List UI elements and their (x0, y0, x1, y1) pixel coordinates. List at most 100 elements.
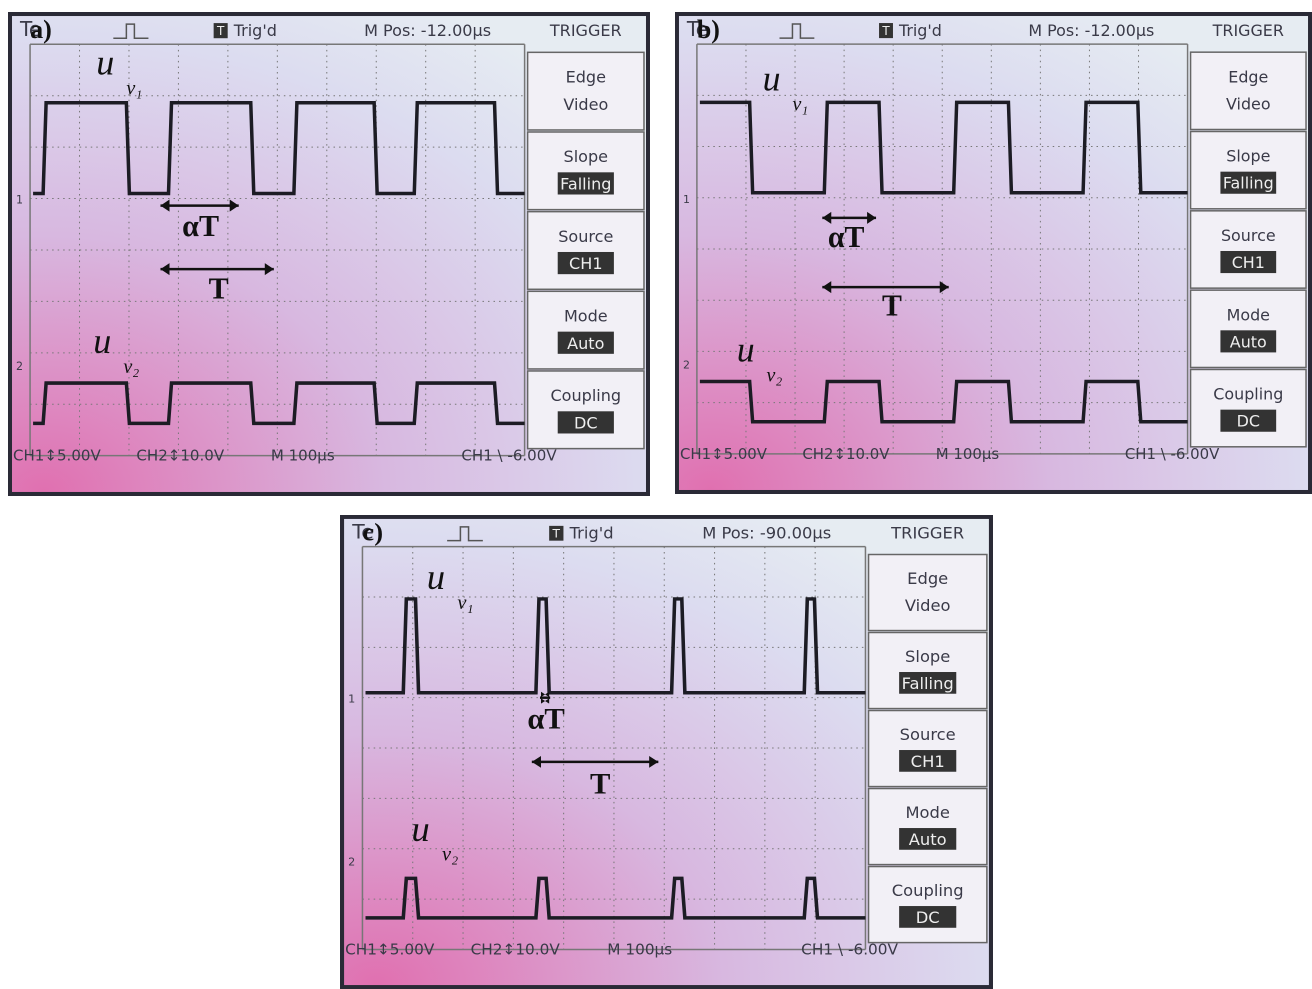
trigger-status: Trig'd (233, 21, 277, 40)
period-label: T (882, 289, 902, 322)
menu-value: Falling (560, 174, 611, 193)
footer-text: CH1 \ -6.00V (461, 447, 557, 465)
arrow-head (160, 199, 239, 212)
menu-box (1189, 289, 1307, 369)
duty-label: αT (527, 702, 564, 735)
menu-value: DC (1237, 412, 1260, 431)
menu-box (1189, 368, 1307, 448)
waveform-ch2 (699, 379, 1188, 424)
menu-value: CH1 (1232, 253, 1265, 272)
menu-label: Edge (566, 68, 606, 87)
oscilloscope-screen: Te T Trig'd M Pos: -12.00µs TRIGGER Edge Video… (675, 12, 1312, 494)
signal-symbol: u (93, 321, 111, 361)
menu-highlight (899, 672, 957, 694)
menu-box (526, 51, 645, 131)
signal-subscript: v₂ (123, 356, 139, 378)
menu-value: Auto (909, 830, 947, 849)
footer-text: CH2↕10.0V (471, 941, 561, 959)
footer-text: CH1 \ -6.00V (1125, 445, 1220, 463)
menu-label: Source (1221, 226, 1276, 245)
trigger-shape (447, 526, 483, 542)
footer-text: CH1 \ -6.00V (801, 941, 899, 959)
menu-highlight (1220, 409, 1277, 432)
brand: Te (351, 520, 374, 544)
menu-label: Slope (1226, 147, 1270, 166)
signal-symbol: u (763, 58, 781, 98)
menu-highlight (557, 331, 614, 354)
menu-label: Source (558, 227, 613, 246)
signal-subscript: v₁ (792, 93, 808, 115)
trig-icon-box (549, 525, 564, 541)
panel-label: c) (362, 518, 383, 547)
menu-title: TRIGGER (1212, 21, 1284, 40)
trigger-shape (779, 23, 815, 39)
menu-box (526, 131, 645, 211)
signal-symbol: u (427, 558, 445, 597)
trigger-shape (113, 23, 149, 39)
menu-box (867, 709, 988, 788)
menu-value: Video (563, 95, 608, 114)
period-label: T (590, 767, 610, 800)
menu-label: Slope (564, 147, 609, 166)
menu-value: DC (916, 908, 940, 927)
menu-highlight (1220, 330, 1277, 353)
position: M Pos: -90.00µs (702, 524, 831, 543)
menu-value: CH1 (911, 752, 945, 771)
trigger-status: Trig'd (569, 524, 614, 543)
menu-value: Falling (1223, 174, 1274, 193)
menu-label: Mode (905, 803, 950, 822)
footer-text: M 100µs (936, 445, 1000, 463)
menu-label: Coupling (1213, 385, 1283, 404)
menu-title: TRIGGER (549, 21, 622, 40)
footer-text: CH2↕10.0V (136, 447, 224, 465)
trig-icon: T (552, 527, 561, 541)
menu-box (526, 370, 645, 450)
oscilloscope-screen: Te T Trig'd M Pos: -12.00µs TRIGGER Edge Video… (8, 12, 650, 496)
position: M Pos: -12.00µs (364, 21, 491, 40)
signal-subscript: v₂ (767, 364, 783, 386)
footer-text: CH1↕5.00V (13, 447, 101, 465)
menu-highlight (899, 906, 957, 928)
menu-box (867, 787, 988, 866)
duty-label: αT (182, 209, 219, 243)
footer-text: M 100µs (271, 447, 335, 465)
menu-box (526, 210, 645, 291)
footer-text: M 100µs (607, 941, 672, 959)
signal-symbol: u (96, 42, 114, 82)
oscilloscope-screen: Te T Trig'd M Pos: -90.00µs TRIGGER Edge Video… (340, 515, 993, 989)
channel-marker: 2 (348, 856, 355, 869)
menu-label: Edge (1228, 67, 1268, 86)
footer-text: CH1↕5.00V (680, 445, 768, 463)
menu-value: Video (905, 596, 951, 615)
waveform-ch1 (365, 597, 866, 695)
waveform-ch1 (33, 100, 525, 196)
menu-box (1189, 130, 1307, 210)
brand: Te (19, 17, 41, 41)
menu-label: Source (900, 725, 956, 744)
menu-box (867, 865, 988, 944)
signal-symbol: u (737, 329, 755, 369)
menu-value: Falling (902, 674, 954, 693)
menu-title: TRIGGER (890, 524, 964, 543)
trig-icon: T (881, 24, 890, 38)
menu-value: DC (574, 413, 598, 432)
trig-icon-box (879, 23, 893, 39)
menu-highlight (557, 172, 614, 195)
channel-marker: 2 (683, 358, 690, 371)
menu-value: Video (1226, 94, 1271, 113)
brand: Te (686, 17, 708, 41)
channel-marker: 2 (16, 360, 23, 373)
signal-subscript: v₂ (442, 844, 458, 866)
panel-label: a) (30, 15, 52, 44)
menu-box (1189, 210, 1307, 289)
menu-label: Mode (1227, 305, 1270, 324)
signal-subscript: v₁ (457, 592, 473, 614)
signal-symbol: u (411, 809, 429, 848)
menu-highlight (557, 251, 614, 275)
menu-label: Mode (564, 307, 608, 326)
menu-box (526, 290, 645, 370)
menu-value: Auto (1230, 332, 1267, 351)
menu-label: Coupling (892, 881, 964, 900)
trigger-status: Trig'd (898, 21, 942, 40)
